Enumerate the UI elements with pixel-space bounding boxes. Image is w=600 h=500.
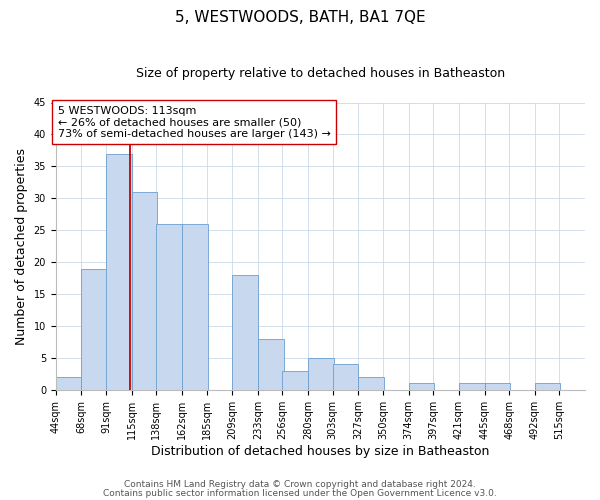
Bar	[232, 275, 258, 390]
Bar	[131, 192, 157, 390]
Bar	[308, 358, 334, 390]
Y-axis label: Number of detached properties: Number of detached properties	[15, 148, 28, 344]
Bar	[535, 384, 560, 390]
Bar	[358, 377, 384, 390]
Bar	[106, 154, 131, 390]
Bar	[485, 384, 510, 390]
Bar	[182, 224, 208, 390]
Bar	[82, 268, 107, 390]
Text: Contains public sector information licensed under the Open Government Licence v3: Contains public sector information licen…	[103, 489, 497, 498]
X-axis label: Distribution of detached houses by size in Batheaston: Distribution of detached houses by size …	[151, 444, 490, 458]
Text: 5, WESTWOODS, BATH, BA1 7QE: 5, WESTWOODS, BATH, BA1 7QE	[175, 10, 425, 25]
Text: Contains HM Land Registry data © Crown copyright and database right 2024.: Contains HM Land Registry data © Crown c…	[124, 480, 476, 489]
Bar	[156, 224, 182, 390]
Title: Size of property relative to detached houses in Batheaston: Size of property relative to detached ho…	[136, 68, 505, 80]
Bar	[409, 384, 434, 390]
Bar	[258, 339, 284, 390]
Bar	[332, 364, 358, 390]
Bar	[459, 384, 485, 390]
Text: 5 WESTWOODS: 113sqm
← 26% of detached houses are smaller (50)
73% of semi-detach: 5 WESTWOODS: 113sqm ← 26% of detached ho…	[58, 106, 331, 139]
Bar	[56, 377, 82, 390]
Bar	[283, 370, 308, 390]
